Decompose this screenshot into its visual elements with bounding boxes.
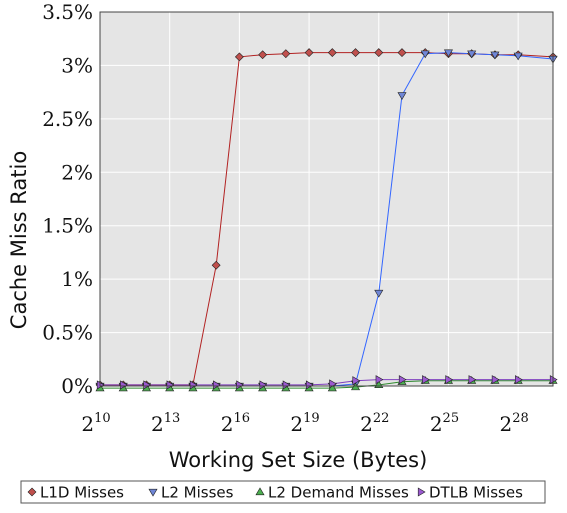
data-point	[491, 375, 500, 385]
data-point	[166, 380, 175, 390]
x-axis-label: Working Set Size (Bytes)	[169, 448, 428, 472]
legend-marker	[417, 487, 426, 497]
data-point	[375, 375, 384, 385]
data-point	[327, 48, 337, 58]
legend-box	[20, 480, 546, 504]
x-tick-label: 210	[81, 411, 110, 436]
y-tick-label: 0.5%	[42, 321, 93, 345]
legend-label: DTLB Misses	[429, 484, 523, 502]
y-axis-label: Cache Miss Ratio	[7, 151, 31, 329]
data-point	[422, 375, 430, 385]
legend-label: L1D Misses	[40, 484, 124, 502]
data-point	[468, 375, 477, 385]
data-point	[351, 48, 360, 58]
data-point	[282, 380, 291, 390]
legend-marker	[148, 488, 158, 497]
data-point	[96, 380, 105, 390]
x-tick-label: 216	[221, 411, 250, 436]
data-point	[281, 49, 291, 59]
data-point	[352, 376, 361, 386]
data-point	[467, 50, 477, 59]
data-point	[304, 48, 314, 58]
x-tick-label: 213	[151, 411, 180, 436]
data-point	[490, 51, 500, 60]
data-point	[397, 92, 407, 100]
plot-frame	[99, 11, 554, 387]
plot-background	[100, 12, 553, 386]
y-tick-label: 2.5%	[42, 107, 93, 131]
x-tick-label: 222	[360, 411, 389, 436]
data-point	[374, 289, 384, 298]
data-point	[213, 380, 221, 390]
y-tick-label: 1.5%	[42, 214, 93, 238]
x-tick-label: 228	[500, 411, 529, 436]
grid-lines	[99, 11, 553, 387]
legend: L1D Misses L2 Misses L2 Demand Misses DTLB …	[20, 480, 546, 504]
data-point	[120, 380, 128, 390]
data-point	[420, 50, 430, 59]
y-tick-label: 3.5%	[42, 0, 93, 24]
data-point	[189, 380, 198, 390]
data-point	[549, 375, 558, 385]
y-tick-label: 2%	[61, 160, 93, 184]
y-tick-label: 1%	[61, 267, 93, 291]
y-tick-label: 0%	[61, 374, 93, 398]
legend-marker	[27, 487, 37, 497]
data-point	[258, 50, 268, 60]
data-point	[236, 380, 244, 390]
data-point	[513, 52, 523, 61]
x-tick-label: 219	[290, 411, 319, 436]
data-point	[374, 48, 384, 58]
legend-marker	[255, 487, 265, 496]
y-tick-label: 3%	[61, 53, 93, 77]
data-point	[398, 375, 407, 385]
legend-label: L2 Demand Misses	[268, 484, 409, 502]
data-point	[515, 375, 523, 385]
data-point	[305, 380, 314, 390]
data-point	[259, 380, 268, 390]
y-axis-ticks: 0% 0.5% 1% 1.5% 2% 2.5% 3% 3.5%	[42, 0, 93, 398]
legend-label: L2 Misses	[161, 484, 234, 502]
data-point	[445, 375, 454, 385]
x-axis-ticks: 210 213 216 219 222 225 228	[81, 411, 528, 436]
x-tick-label: 225	[430, 411, 459, 436]
data-point	[211, 260, 221, 270]
data-point	[443, 49, 453, 58]
data-point	[397, 48, 407, 58]
data-point	[143, 380, 152, 390]
data-point	[234, 52, 244, 62]
series-line-2	[100, 380, 553, 389]
